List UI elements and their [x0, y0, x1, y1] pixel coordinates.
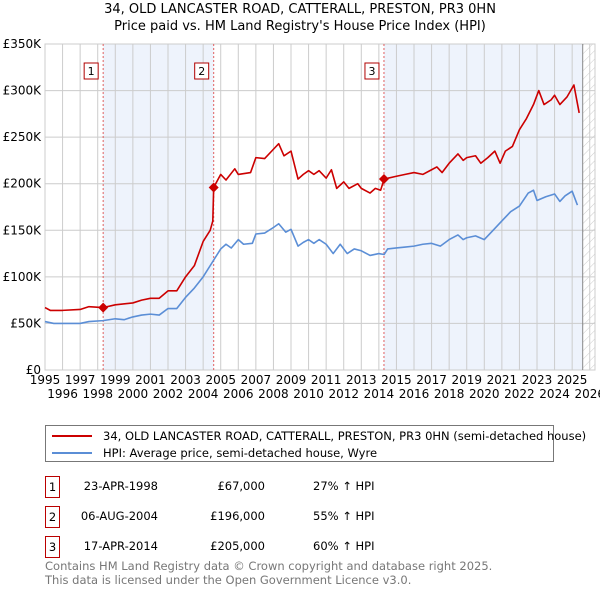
x-tick-label: 2012: [328, 387, 359, 401]
x-tick-label: 2001: [135, 373, 166, 387]
legend-swatch-red: [52, 435, 92, 437]
transaction-price: £205,000: [210, 539, 265, 553]
x-tick-label: 1996: [47, 387, 78, 401]
y-tick-label: £250K: [3, 130, 43, 144]
transaction-row: 1 23-APR-1998 £67,000 27% ↑ HPI: [45, 476, 600, 498]
legend-item-property: 34, OLD LANCASTER ROAD, CATTERALL, PREST…: [52, 428, 586, 444]
x-tick-label: 2015: [381, 373, 412, 387]
footer-copyright: Contains HM Land Registry data © Crown c…: [45, 559, 493, 573]
hpi-line: [44, 189, 579, 325]
x-tick-label: 2023: [522, 373, 553, 387]
x-tick-label: 1997: [65, 373, 96, 387]
x-tick-label: 2005: [205, 373, 236, 387]
x-tick-label: 2026: [574, 387, 600, 401]
x-tick-label: 2006: [223, 387, 254, 401]
plot-border: [44, 43, 596, 371]
chart-subtitle: Price paid vs. HM Land Registry's House …: [114, 19, 486, 34]
shaded-range: [383, 44, 583, 370]
x-tick-label: 2010: [293, 387, 324, 401]
legend-label-hpi: HPI: Average price, semi-detached house,…: [103, 446, 378, 460]
transaction-price: £196,000: [210, 509, 265, 523]
forecast-hatch: [582, 44, 595, 370]
x-tick-label: 2000: [118, 387, 149, 401]
x-tick-label: 2009: [276, 373, 307, 387]
x-tick-label: 2014: [364, 387, 395, 401]
transaction-hpi-diff: 27% ↑ HPI: [313, 479, 375, 493]
x-tick-label: 2011: [311, 373, 342, 387]
x-tick-label: 2019: [451, 373, 482, 387]
sale-label: 2: [198, 65, 205, 78]
legend: 34, OLD LANCASTER ROAD, CATTERALL, PREST…: [45, 425, 586, 462]
sale-point: [208, 182, 219, 193]
transaction-hpi-diff: 55% ↑ HPI: [313, 509, 375, 523]
legend-label-property: 34, OLD LANCASTER ROAD, CATTERALL, PREST…: [103, 429, 587, 443]
y-tick-label: £0: [26, 363, 41, 377]
x-tick-label: 2021: [487, 373, 518, 387]
transaction-date: 23-APR-1998: [83, 479, 158, 493]
x-tick-label: 1999: [100, 373, 131, 387]
sale-point: [98, 302, 109, 313]
x-tick-label: 2003: [170, 373, 201, 387]
transaction-number: 1: [45, 476, 60, 498]
x-tick-label: 2007: [241, 373, 272, 387]
x-tick-label: 2018: [434, 387, 465, 401]
y-tick-label: £300K: [3, 84, 43, 98]
legend-item-hpi: HPI: Average price, semi-detached house,…: [52, 445, 377, 461]
sale-label-box: [194, 62, 210, 80]
chart-title: 34, OLD LANCASTER ROAD, CATTERALL, PREST…: [104, 2, 496, 17]
transaction-row: 3 17-APR-2014 £205,000 60% ↑ HPI: [45, 536, 600, 558]
price-chart: 1 2 31995199619971998199920002001200220032…: [3, 37, 600, 401]
sale-point: [378, 174, 389, 185]
y-tick-label: £200K: [3, 177, 43, 191]
y-tick-label: £50K: [10, 316, 42, 330]
x-tick-label: 2017: [416, 373, 447, 387]
property-price-line: [44, 84, 580, 312]
x-tick-label: 2008: [258, 387, 289, 401]
transaction-price: £67,000: [217, 479, 265, 493]
transaction-date: 06-AUG-2004: [80, 509, 158, 523]
transaction-number: 2: [45, 506, 60, 528]
x-tick-label: 2016: [399, 387, 430, 401]
footer-licence: This data is licensed under the Open Gov…: [45, 573, 412, 587]
transaction-number: 3: [45, 536, 60, 558]
x-tick-label: 2002: [153, 387, 184, 401]
x-tick-label: 2024: [539, 387, 570, 401]
transaction-row: 2 06-AUG-2004 £196,000 55% ↑ HPI: [45, 506, 600, 528]
x-tick-label: 2013: [346, 373, 377, 387]
x-tick-label: 1998: [82, 387, 113, 401]
sale-label-box: [83, 62, 99, 80]
y-tick-label: £350K: [3, 37, 43, 51]
sale-label: 1: [88, 65, 95, 78]
sale-label-box: [364, 62, 380, 80]
y-tick-label: £100K: [3, 270, 43, 284]
x-tick-label: 2020: [469, 387, 500, 401]
transaction-date: 17-APR-2014: [83, 539, 158, 553]
x-tick-label: 1995: [30, 373, 61, 387]
transaction-hpi-diff: 60% ↑ HPI: [313, 539, 375, 553]
shaded-range: [103, 44, 214, 370]
legend-swatch-blue: [52, 452, 92, 454]
x-tick-label: 2022: [504, 387, 535, 401]
x-tick-label: 2025: [557, 373, 588, 387]
y-tick-label: £150K: [3, 223, 43, 237]
x-tick-label: 2004: [188, 387, 219, 401]
sale-label: 3: [368, 65, 375, 78]
